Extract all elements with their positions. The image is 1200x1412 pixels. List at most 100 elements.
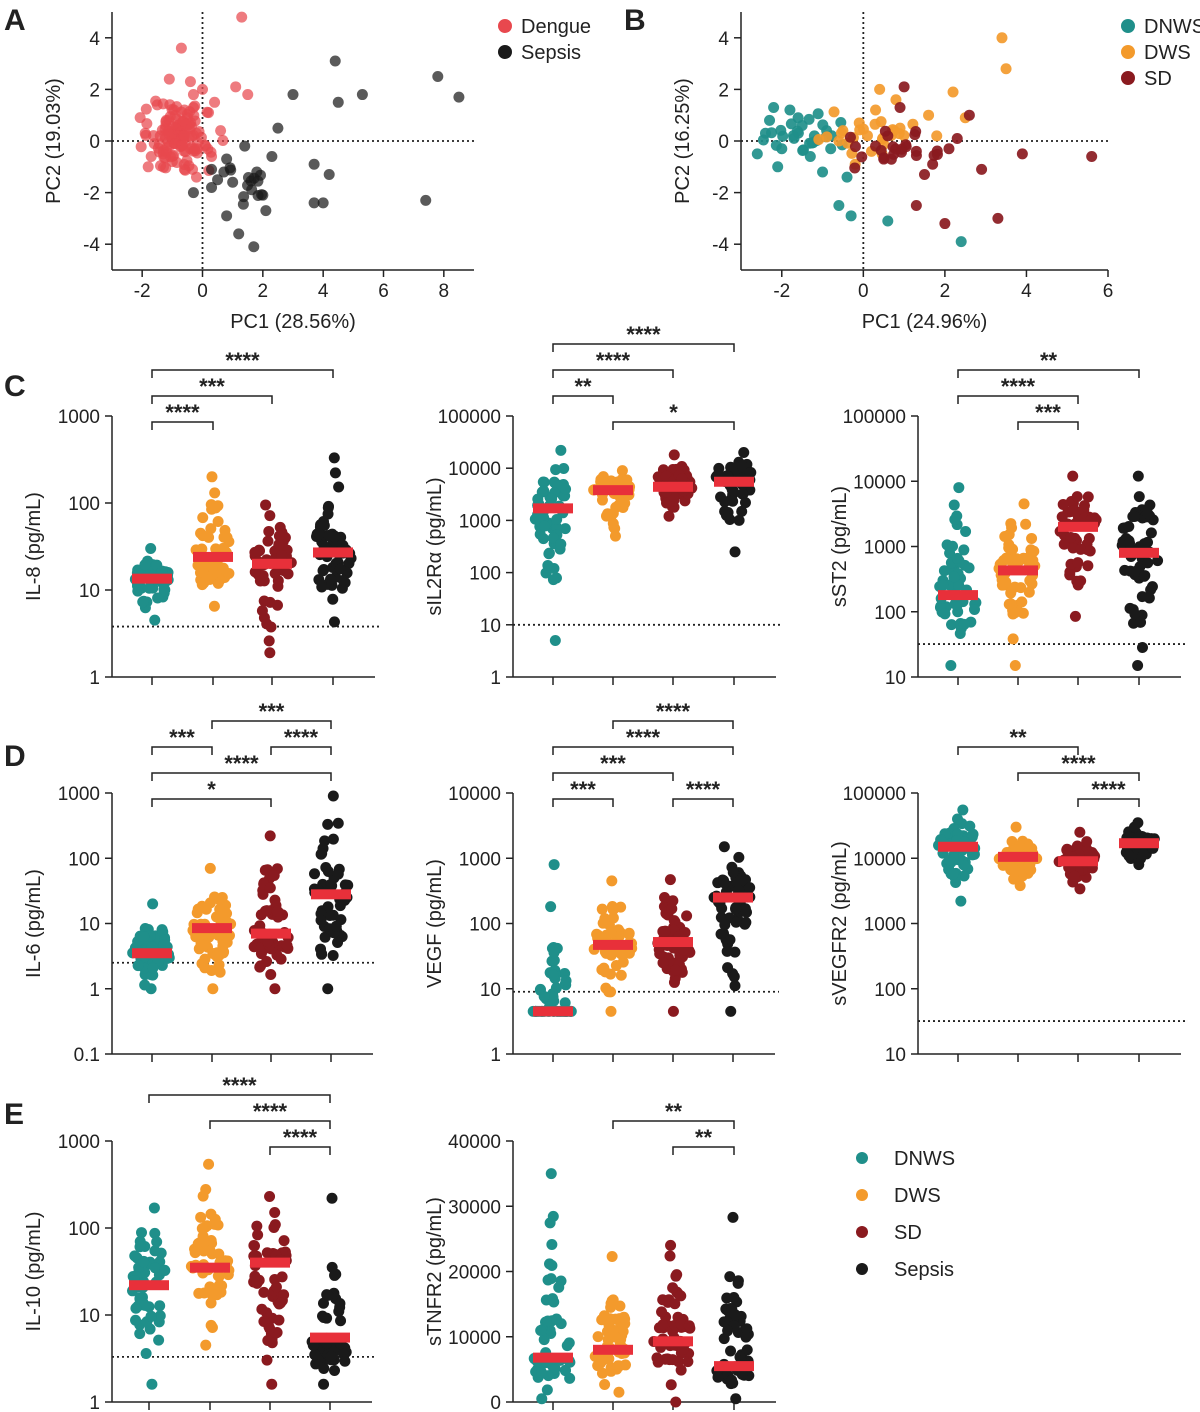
data-point-dnws-C3 (960, 525, 972, 537)
data-point-dws-C3 (1011, 553, 1023, 565)
data-point-sepsis-C2 (729, 546, 741, 558)
data-point-sd-C1 (264, 510, 276, 522)
data-point-sd (943, 143, 955, 155)
data-point-dws-C1 (206, 471, 218, 483)
y-tick-label-E2: 30000 (448, 1197, 501, 1218)
data-point-sepsis-E2 (724, 1271, 736, 1283)
data-point-dws-C3 (1005, 543, 1017, 555)
data-point-sd-E2 (651, 1352, 663, 1364)
data-point-dws-D2 (623, 947, 635, 959)
data-point-dengue (171, 101, 183, 113)
data-point-sepsis-C1 (314, 528, 326, 540)
data-point-sepsis-D1 (320, 862, 332, 874)
data-point-dws-D3 (997, 859, 1009, 871)
data-point-sepsis-C3 (1136, 641, 1148, 653)
data-point-sd-E1 (264, 1323, 276, 1335)
data-point-sd-C1 (258, 595, 270, 607)
data-point-dws-E1 (203, 1158, 215, 1170)
data-point-sepsis-C3 (1124, 537, 1136, 549)
data-point-sepsis-E1 (334, 1298, 346, 1310)
data-point-dnws-E2 (546, 1239, 558, 1251)
data-point-dnws-C3 (963, 562, 975, 574)
y-tick-label-C2: 1000 (459, 511, 501, 532)
data-point-dnws-C3 (954, 627, 966, 639)
data-point-sd-C3 (1057, 498, 1069, 510)
data-point-dnws-C3 (953, 482, 965, 494)
data-point-sd-D1 (254, 961, 266, 973)
data-point-dnws (751, 148, 763, 160)
data-point-sd (992, 212, 1004, 224)
data-point-sepsis-D2 (722, 962, 734, 974)
data-point-dws-C1 (217, 562, 229, 574)
data-point-sepsis-D2 (730, 916, 742, 928)
y-tick-label-D1: 10 (79, 915, 100, 936)
data-point-dnws-E1 (154, 1300, 166, 1312)
data-point-dnws-C2 (542, 559, 554, 571)
data-point-dnws-E2 (545, 1273, 557, 1285)
data-point-dengue (184, 76, 196, 88)
data-point-dnws (757, 134, 769, 146)
data-point-sepsis-D3 (1123, 850, 1135, 862)
data-point-sd (1086, 150, 1098, 162)
y-axis-label-D1: IL-6 (pg/mL) (23, 869, 45, 978)
data-point-sepsis-C1 (334, 563, 346, 575)
y-axis-label-E1: IL-10 (pg/mL) (23, 1211, 45, 1331)
data-point-dnws-E1 (140, 1347, 152, 1359)
median-bar-sepsis-E2 (714, 1361, 754, 1372)
data-point-sepsis-D1 (324, 879, 336, 891)
data-point-sepsis-D1 (332, 868, 344, 880)
data-point-sepsis-E1 (335, 1315, 347, 1327)
data-point-dws-C1 (208, 600, 220, 612)
data-point-sd (844, 131, 856, 143)
data-point-sepsis-E1 (318, 1363, 330, 1375)
data-point-dws-C3 (1000, 576, 1012, 588)
data-point-dnws-E1 (151, 1236, 163, 1248)
median-bar-dnws-E2 (533, 1352, 573, 1363)
data-point-dnws-C3 (947, 540, 959, 552)
significance-bracket-C2 (552, 343, 735, 352)
significance-stars-C3: **** (1001, 374, 1036, 399)
data-point-sd-C2 (676, 473, 688, 485)
data-point-sd-C1 (264, 647, 276, 659)
data-point-dws-C3 (1023, 586, 1035, 598)
data-point-dws-E2 (593, 1354, 605, 1366)
data-point-dengue (230, 81, 242, 93)
x-tick-label-B: 0 (858, 281, 869, 302)
data-point-sepsis-D2 (729, 980, 741, 992)
data-point-dws (869, 118, 881, 130)
y-axis-label-C2: sIL2Rα (pg/mL) (424, 477, 446, 615)
data-point-dws-D1 (204, 897, 216, 909)
data-point-sd (910, 126, 922, 138)
data-point-dnws-D3 (967, 828, 979, 840)
data-point-dnws-C1 (149, 614, 161, 626)
y-tick-label-B: -4 (712, 235, 729, 256)
data-point-sd-D1 (262, 936, 274, 948)
significance-bracket-D2 (552, 772, 674, 781)
data-point-sepsis-C1 (329, 467, 341, 479)
data-point-sepsis (329, 55, 341, 67)
data-point-dnws-E1 (154, 1310, 166, 1322)
median-bar-sd-D3 (1058, 856, 1098, 867)
data-point-sepsis-E1 (325, 1350, 337, 1362)
y-tick-label-B: 0 (718, 132, 729, 153)
data-point-dnws (797, 144, 809, 156)
y-tick-label-D3: 10 (885, 1045, 906, 1066)
data-point-sepsis-E1 (307, 1339, 319, 1351)
data-point-sepsis-C3 (1132, 660, 1144, 672)
data-point-sd-E1 (256, 1303, 268, 1315)
data-point-dnws-D2 (538, 991, 550, 1003)
data-point-sepsis-E2 (741, 1323, 753, 1335)
data-point-dnws-E2 (535, 1324, 547, 1336)
data-point-sepsis-E1 (339, 1355, 351, 1367)
data-point-dnws (817, 119, 829, 131)
data-point-dnws-C2 (543, 548, 555, 560)
data-point-dws (870, 104, 882, 116)
data-point-sd-E2 (670, 1396, 682, 1408)
data-point-sepsis (233, 228, 245, 240)
y-tick-label-E2: 20000 (448, 1263, 501, 1284)
data-point-dws-E2 (609, 1331, 621, 1343)
data-point-dws (874, 83, 886, 95)
data-point-sepsis-D1 (322, 818, 334, 830)
x-axis-label-A: PC1 (28.56%) (230, 311, 356, 333)
